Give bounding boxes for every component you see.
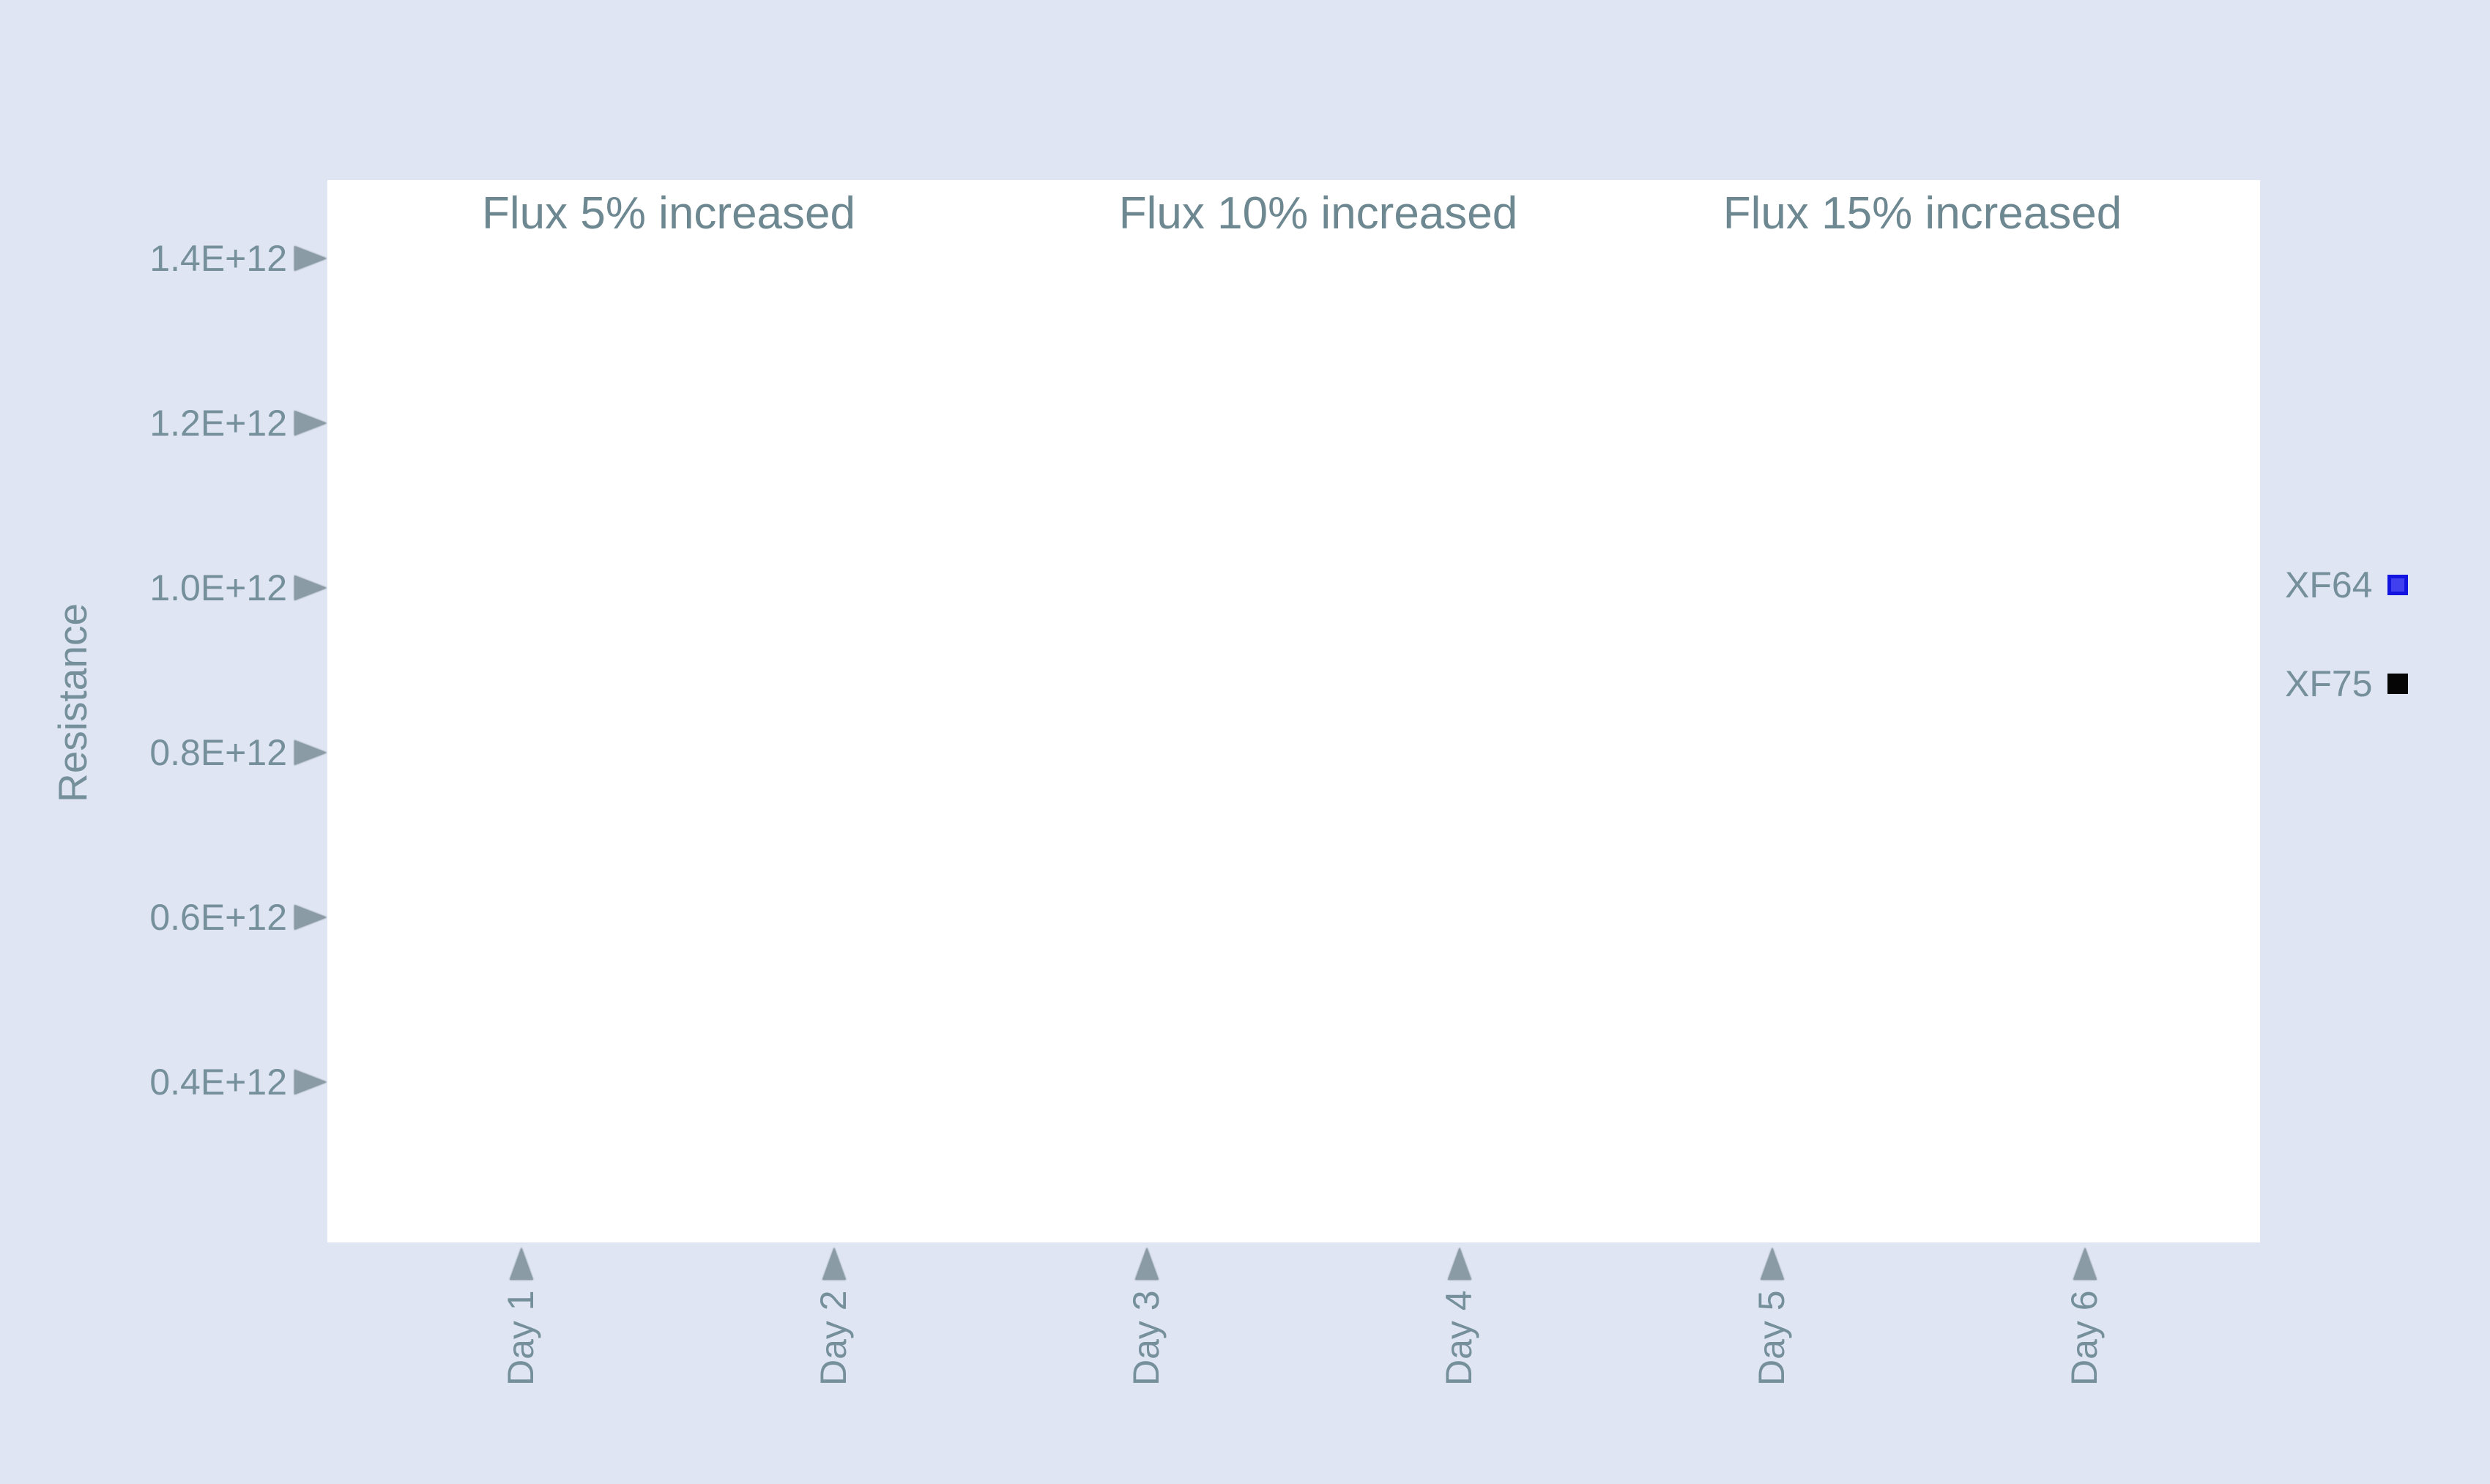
day-tick-triangle-icon — [2073, 1248, 2097, 1280]
scatter-plot-canvas — [327, 180, 2260, 1256]
section-title-flux15: Flux 15% increased — [1722, 188, 2122, 239]
day-label: Day 4 — [1438, 1290, 1479, 1386]
legend-label: XF64 — [2285, 564, 2373, 605]
y-tick-triangle-icon — [294, 1070, 327, 1095]
day-label: Day 6 — [2064, 1290, 2105, 1386]
y-tick-label: 0.8E+12 — [149, 732, 287, 773]
y-tick-label: 1.0E+12 — [149, 567, 287, 608]
y-tick-triangle-icon — [294, 740, 327, 765]
y-tick-triangle-icon — [294, 905, 327, 930]
y-tick-label: 1.4E+12 — [149, 238, 287, 279]
legend-item-xf75: XF75 — [2285, 663, 2408, 705]
day-tick-triangle-icon — [510, 1248, 533, 1280]
legend-item-xf64: XF64 — [2285, 564, 2408, 606]
legend-label: XF75 — [2285, 663, 2373, 704]
day-label: Day 3 — [1126, 1290, 1167, 1386]
section-title-flux10: Flux 10% increased — [1118, 188, 1518, 239]
day-label: Day 5 — [1751, 1290, 1792, 1386]
black-square-icon — [2387, 674, 2408, 694]
day-tick-triangle-icon — [1135, 1248, 1159, 1280]
y-tick-label: 0.6E+12 — [149, 897, 287, 938]
y-tick-triangle-icon — [294, 575, 327, 600]
day-tick-triangle-icon — [1761, 1248, 1784, 1280]
day-tick-triangle-icon — [1448, 1248, 1471, 1280]
day-label: Day 2 — [813, 1290, 854, 1386]
section-title-flux5: Flux 5% increased — [481, 188, 856, 239]
y-tick-triangle-icon — [294, 411, 327, 436]
day-tick-triangle-icon — [822, 1248, 846, 1280]
y-tick-triangle-icon — [294, 246, 327, 271]
blue-square-icon — [2387, 575, 2408, 595]
y-tick-label: 1.2E+12 — [149, 403, 287, 444]
y-tick-label: 0.4E+12 — [149, 1062, 287, 1103]
day-label: Day 1 — [500, 1290, 541, 1386]
